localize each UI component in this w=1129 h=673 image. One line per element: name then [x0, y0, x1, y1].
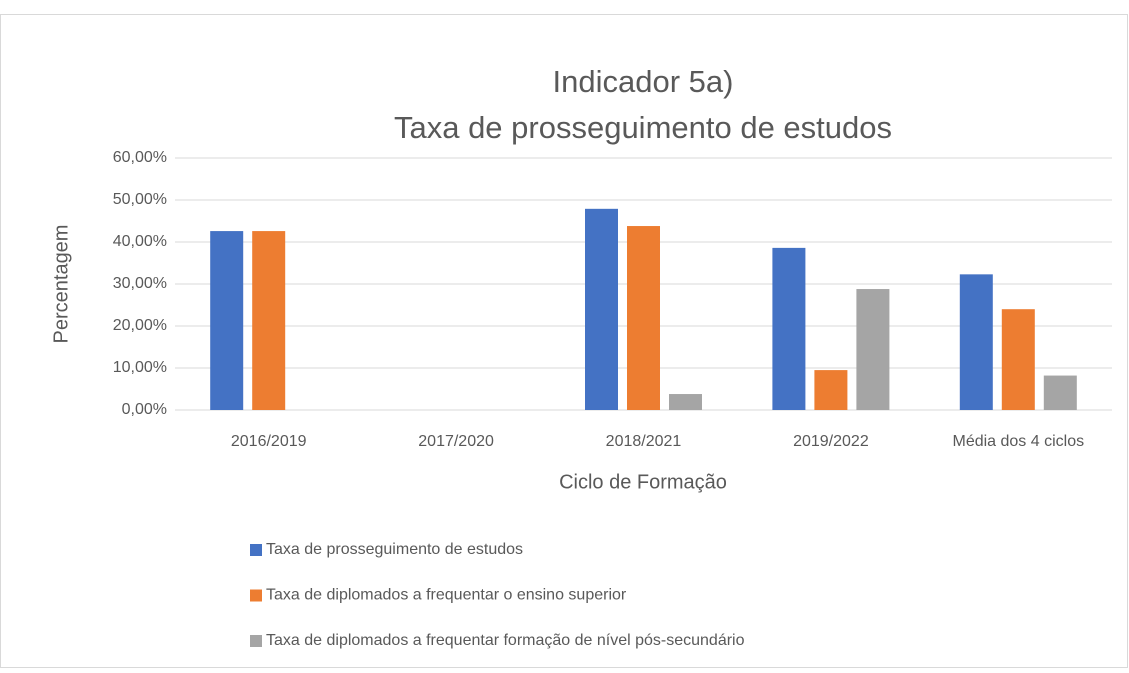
legend-swatch: [250, 635, 262, 647]
y-tick-label: 10,00%: [113, 359, 167, 376]
legend-label: Taxa de diplomados a frequentar formação…: [266, 632, 745, 649]
legend-label: Taxa de diplomados a frequentar o ensino…: [266, 587, 627, 604]
y-tick-label: 50,00%: [113, 191, 167, 208]
y-tick-label: 40,00%: [113, 233, 167, 250]
bar: [252, 231, 286, 410]
x-tick-label: 2018/2021: [606, 433, 682, 450]
x-tick-label: 2016/2019: [231, 433, 307, 450]
y-axis-label: Percentagem: [50, 225, 72, 344]
y-tick-label: 20,00%: [113, 317, 167, 334]
y-tick-label: 30,00%: [113, 275, 167, 292]
x-tick-label: Média dos 4 ciclos: [952, 433, 1084, 450]
x-tick-label: 2017/2020: [418, 433, 494, 450]
bar: [814, 370, 848, 410]
bar: [772, 247, 806, 410]
x-tick-label: 2019/2022: [793, 433, 869, 450]
bar: [959, 274, 993, 410]
y-tick-label: 60,00%: [113, 149, 167, 166]
bar: [1043, 375, 1077, 410]
bar: [627, 226, 660, 410]
chart-border: [0, 14, 1128, 668]
bar: [1001, 309, 1035, 410]
chart-title: Taxa de prosseguimento de estudos: [394, 110, 892, 145]
bar: [210, 231, 244, 410]
y-tick-label: 0,00%: [122, 401, 167, 418]
x-axis-label: Ciclo de Formação: [559, 471, 727, 493]
legend-label: Taxa de prosseguimento de estudos: [266, 541, 523, 558]
legend-swatch: [250, 589, 262, 602]
chart-title: Indicador 5a): [553, 64, 734, 99]
bar: [856, 289, 890, 410]
bar: [585, 208, 618, 410]
bar: [669, 394, 702, 410]
legend-swatch: [250, 544, 262, 556]
